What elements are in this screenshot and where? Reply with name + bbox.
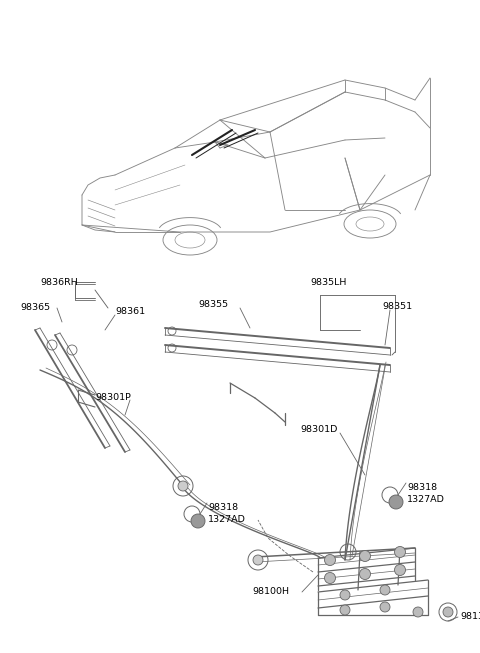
Text: 98361: 98361 bbox=[115, 307, 145, 316]
Circle shape bbox=[395, 547, 406, 558]
Circle shape bbox=[324, 554, 336, 565]
Circle shape bbox=[340, 590, 350, 600]
Circle shape bbox=[178, 481, 188, 491]
Circle shape bbox=[340, 605, 350, 615]
Text: 98301P: 98301P bbox=[95, 393, 131, 402]
Circle shape bbox=[191, 514, 205, 528]
Circle shape bbox=[395, 564, 406, 575]
Circle shape bbox=[253, 555, 263, 565]
Text: 98355: 98355 bbox=[198, 300, 228, 309]
Text: 1327AD: 1327AD bbox=[208, 515, 246, 524]
Circle shape bbox=[360, 569, 371, 579]
Circle shape bbox=[324, 573, 336, 584]
Circle shape bbox=[380, 602, 390, 612]
Text: 98318: 98318 bbox=[407, 483, 437, 492]
Text: 9835LH: 9835LH bbox=[310, 278, 347, 287]
Text: 98365: 98365 bbox=[20, 303, 50, 312]
Circle shape bbox=[443, 607, 453, 617]
Text: 98301D: 98301D bbox=[300, 425, 337, 434]
Text: 98318: 98318 bbox=[208, 503, 238, 512]
Circle shape bbox=[413, 607, 423, 617]
Text: 1327AD: 1327AD bbox=[407, 495, 445, 504]
Circle shape bbox=[380, 585, 390, 595]
Text: 9836RH: 9836RH bbox=[40, 278, 78, 287]
Circle shape bbox=[360, 550, 371, 562]
Text: 98100H: 98100H bbox=[252, 587, 289, 596]
Circle shape bbox=[389, 495, 403, 509]
Text: 98351: 98351 bbox=[382, 302, 412, 311]
Text: 98131C: 98131C bbox=[460, 612, 480, 621]
